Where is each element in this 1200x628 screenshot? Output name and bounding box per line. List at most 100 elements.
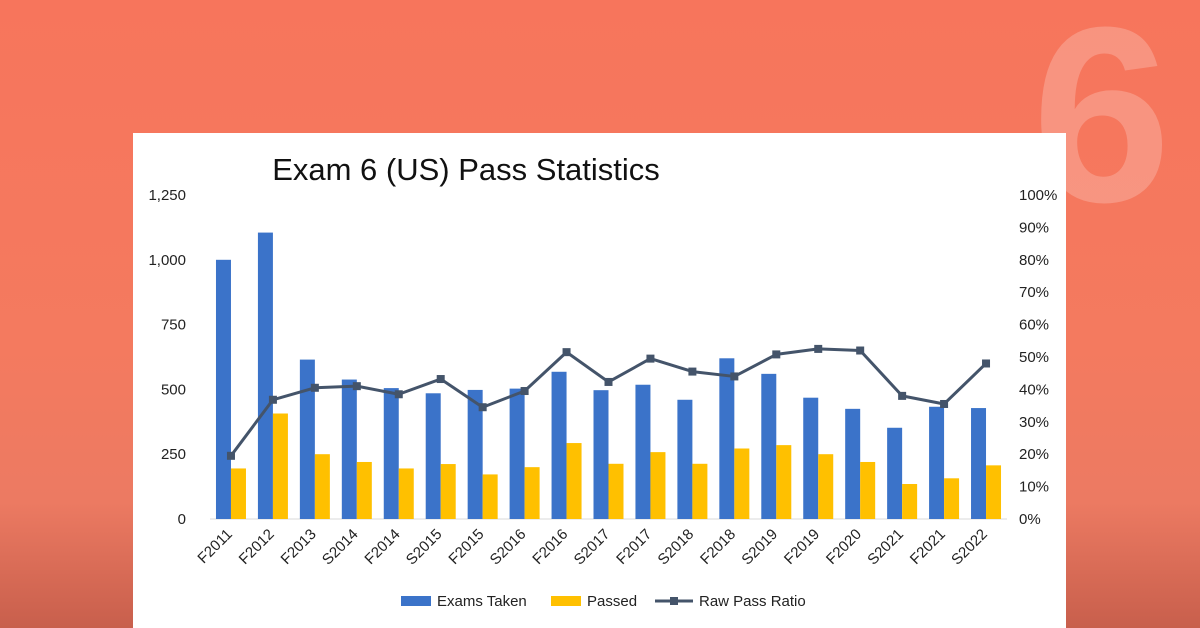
ratio-point	[814, 344, 823, 353]
legend-label-exams-taken: Exams Taken	[437, 593, 527, 610]
bar-exams-taken	[761, 373, 777, 519]
ratio-point	[520, 387, 529, 396]
bar-passed	[566, 443, 582, 519]
y-right-tick-label: 40%	[1019, 381, 1049, 398]
bar-exams-taken	[635, 384, 651, 519]
ratio-point	[604, 377, 613, 386]
chart-title: Exam 6 (US) Pass Statistics	[272, 152, 660, 187]
x-tick-label: F2012	[236, 526, 278, 568]
bar-passed	[272, 413, 288, 519]
x-tick-label: S2017	[571, 526, 614, 569]
bar-passed	[230, 468, 246, 519]
y-left-tick-label: 750	[161, 317, 186, 334]
ratio-point	[562, 348, 571, 357]
x-tick-label: S2022	[948, 526, 991, 569]
y-right-tick-label: 90%	[1019, 219, 1049, 236]
x-tick-label: F2020	[823, 526, 865, 568]
bar-exams-taken	[341, 379, 357, 519]
bar-passed	[818, 454, 834, 519]
bar-passed	[734, 448, 750, 519]
y-right-tick-label: 60%	[1019, 317, 1049, 334]
bar-exams-taken	[593, 390, 609, 519]
ratio-point	[436, 375, 445, 384]
y-left-tick-label: 1,250	[148, 187, 186, 204]
bar-passed	[776, 445, 792, 519]
bar-exams-taken	[215, 259, 231, 519]
pass-statistics-chart: Exam 6 (US) Pass Statistics 0 250 500 750 1,…	[148, 152, 1057, 610]
y-left-tick-label: 1,000	[148, 252, 186, 269]
bar-passed	[356, 461, 372, 519]
y-right-tick-label: 70%	[1019, 284, 1049, 301]
bar-exams-taken	[383, 388, 399, 519]
bar-passed	[440, 464, 456, 519]
y-left-tick-label: 0	[178, 511, 186, 528]
x-tick-label: F2018	[697, 526, 739, 568]
bar-passed	[860, 461, 876, 519]
x-tick-label: S2019	[738, 526, 781, 569]
ratio-point	[688, 367, 697, 376]
legend-swatch-exams-taken	[401, 596, 431, 606]
y-right-tick-label: 30%	[1019, 414, 1049, 431]
x-tick-label: S2018	[655, 526, 698, 569]
bar-exams-taken	[467, 389, 483, 519]
y-left-tick-label: 500	[161, 381, 186, 398]
ratio-point	[352, 382, 361, 391]
bar-passed	[692, 463, 708, 519]
x-tick-label: F2011	[194, 526, 235, 567]
chart-legend: Exams Taken Passed Raw Pass Ratio	[401, 593, 806, 610]
bar-exams-taken	[719, 358, 735, 519]
x-tick-label: F2016	[529, 526, 571, 568]
ratio-point	[268, 395, 277, 404]
bar-passed	[650, 452, 666, 519]
y-right-tick-label: 100%	[1019, 187, 1057, 204]
x-tick-label: F2019	[781, 526, 823, 568]
ratio-point	[310, 383, 319, 392]
x-tick-label: S2015	[403, 526, 446, 569]
bar-passed	[944, 478, 960, 519]
bar-exams-taken	[845, 408, 861, 519]
x-tick-label: S2021	[864, 526, 907, 569]
y-right-tick-label: 10%	[1019, 479, 1049, 496]
legend-swatch-passed	[551, 596, 581, 606]
y-right-tick-label: 20%	[1019, 446, 1049, 463]
bar-passed	[398, 468, 414, 519]
bar-exams-taken	[299, 359, 315, 519]
chart-bars	[215, 232, 1002, 520]
bar-exams-taken	[509, 388, 525, 519]
x-tick-label: F2021	[907, 526, 949, 568]
bar-passed	[314, 454, 330, 519]
bar-exams-taken	[551, 371, 567, 519]
bar-exams-taken	[677, 399, 693, 519]
y-left-tick-label: 250	[161, 446, 186, 463]
legend-label-passed: Passed	[587, 593, 637, 610]
y-right-tick-label: 50%	[1019, 349, 1049, 366]
chart-panel: Exam 6 (US) Pass Statistics 0 250 500 750 1,…	[133, 133, 1066, 628]
bar-exams-taken	[971, 408, 987, 519]
bar-passed	[986, 465, 1002, 519]
y-right-tick-label: 0%	[1019, 511, 1041, 528]
x-tick-label: F2014	[361, 526, 403, 568]
y-right-tick-label: 80%	[1019, 252, 1049, 269]
legend-label-raw-pass-ratio: Raw Pass Ratio	[699, 593, 806, 610]
ratio-point	[646, 354, 655, 363]
bar-exams-taken	[425, 393, 441, 519]
x-tick-label: F2013	[278, 526, 320, 568]
x-tick-label: F2017	[613, 526, 655, 568]
bar-passed	[608, 463, 624, 519]
bar-exams-taken	[257, 232, 273, 520]
ratio-point	[898, 391, 907, 400]
ratio-point	[940, 399, 949, 408]
ratio-point	[730, 372, 739, 381]
x-tick-label: F2015	[445, 526, 487, 568]
ratio-point	[772, 350, 781, 359]
x-tick-label: S2014	[319, 526, 362, 569]
bar-passed	[482, 474, 498, 519]
legend-swatch-ratio-marker	[670, 597, 678, 605]
ratio-point	[478, 403, 487, 412]
bar-exams-taken	[803, 397, 819, 519]
ratio-point	[982, 359, 991, 368]
chart-ratio-line	[226, 344, 991, 460]
x-tick-label: S2016	[487, 526, 530, 569]
bar-exams-taken	[929, 406, 945, 519]
bar-passed	[902, 484, 918, 519]
